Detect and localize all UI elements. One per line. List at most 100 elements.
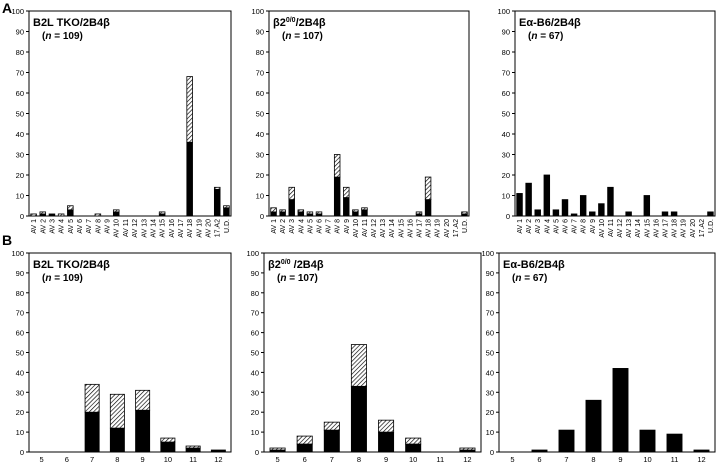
y-tick-label: 90: [16, 28, 24, 37]
bar-solid: [639, 429, 656, 453]
bar-hatched: [306, 211, 314, 215]
x-tick-label: AV 2: [280, 219, 287, 234]
x-tick-label: AV 3: [289, 219, 296, 234]
x-tick-label: U.D.: [708, 219, 715, 233]
bar-hatched: [333, 154, 341, 178]
bar-solid: [279, 211, 286, 217]
bar-solid: [666, 433, 683, 453]
bar-solid: [186, 141, 193, 217]
x-tick-label: AV 10: [114, 219, 121, 238]
x-tick-label: 12: [463, 455, 471, 464]
x-tick-label: 12: [697, 455, 705, 464]
y-tick-label: 10: [16, 428, 24, 437]
x-tick-label: AV 10: [599, 219, 606, 238]
x-tick-label: AV 16: [653, 219, 660, 238]
x-tick-label: AV 19: [681, 219, 688, 238]
x-tick-label: AV 12: [132, 219, 139, 238]
bar-solid: [585, 399, 602, 453]
chart-title: β20/0/2B4β: [273, 17, 326, 29]
x-tick-label: U.D.: [462, 219, 469, 233]
bar-solid: [516, 193, 523, 217]
x-tick-label: 8: [591, 455, 595, 464]
bar-solid: [670, 211, 678, 217]
bar-hatched: [405, 437, 422, 445]
x-tick-label: AV 13: [380, 219, 387, 238]
x-tick-label: 6: [537, 455, 541, 464]
x-tick-label: AV 5: [307, 219, 314, 234]
bar-solid: [405, 443, 422, 453]
x-tick-label: AV 14: [150, 219, 157, 238]
bar-hatched: [323, 421, 340, 431]
y-tick-label: 0: [20, 448, 24, 457]
y-tick-label: 60: [251, 329, 259, 338]
bar-solid: [552, 209, 560, 217]
x-tick-label: AV 18: [426, 219, 433, 238]
bar-hatched: [424, 176, 432, 201]
x-tick-label: 11: [671, 455, 679, 464]
y-tick-label: 100: [497, 7, 510, 16]
bar-solid: [598, 203, 605, 217]
x-tick-label: AV 11: [608, 219, 615, 237]
y-tick-label: 70: [16, 69, 24, 78]
x-tick-label: 8: [115, 455, 119, 464]
bar-solid: [707, 211, 714, 217]
y-tick-label: 80: [251, 289, 259, 298]
bar-solid: [378, 431, 395, 453]
y-tick-label: 90: [251, 269, 259, 278]
bar-hatched: [415, 211, 423, 215]
bar-solid: [270, 211, 277, 217]
y-tick-label: 0: [490, 448, 494, 457]
bar-hatched: [378, 419, 395, 433]
y-tick-label: 20: [486, 408, 494, 417]
chart-title: β20/0 /2B4β: [268, 259, 324, 271]
y-tick-label: 40: [502, 130, 510, 139]
bar-solid: [160, 441, 176, 453]
bar-solid: [531, 449, 548, 453]
panel-a-letter: A: [2, 0, 13, 16]
bar-hatched: [84, 383, 100, 413]
y-tick-label: 60: [256, 89, 264, 98]
y-tick-label: 80: [16, 48, 24, 57]
bar-solid: [570, 213, 578, 217]
y-tick-label: 50: [16, 349, 24, 358]
x-tick-label: 5: [275, 455, 279, 464]
bar-solid: [343, 197, 350, 217]
x-tick-label: U.D.: [224, 219, 231, 233]
x-tick-label: AV 15: [160, 219, 167, 238]
bar-solid: [352, 211, 359, 217]
bar-solid: [534, 209, 541, 217]
x-tick-label: 9: [618, 455, 622, 464]
x-tick-label: 8: [357, 455, 361, 464]
bar-solid: [296, 443, 313, 453]
y-tick-label: 50: [486, 349, 494, 358]
bar-hatched: [94, 213, 102, 217]
x-tick-label: AV 6: [317, 219, 324, 234]
y-tick-label: 20: [16, 408, 24, 417]
y-tick-label: 20: [16, 171, 24, 180]
bar-solid: [558, 429, 575, 453]
bar-solid: [661, 211, 669, 217]
x-tick-label: AV 17: [178, 219, 185, 238]
bar-hatched: [269, 447, 286, 451]
y-tick-label: 10: [251, 428, 259, 437]
bar-hatched: [186, 76, 193, 143]
y-tick-label: 70: [256, 69, 264, 78]
bar-solid: [48, 213, 56, 217]
y-tick-label: 40: [16, 130, 24, 139]
bar-solid: [109, 427, 125, 453]
bar-hatched: [185, 445, 201, 449]
bar-solid: [210, 449, 226, 453]
x-tick-label: AV 1: [271, 219, 278, 234]
y-tick-label: 60: [502, 89, 510, 98]
y-tick-label: 40: [16, 368, 24, 377]
bar-hatched: [297, 209, 305, 213]
bar-solid: [625, 211, 632, 217]
y-tick-label: 40: [256, 130, 264, 139]
x-tick-label: 5: [510, 455, 514, 464]
y-tick-label: 0: [260, 212, 264, 221]
x-tick-label: AV 11: [123, 219, 130, 237]
bar-solid: [424, 199, 432, 217]
chart-panel-5: 0 10 20 30 40 50 60 70 80 90 100 5 6 7 8 9 10 11 12 β20/0 /…: [246, 249, 482, 464]
y-tick-label: 0: [20, 212, 24, 221]
